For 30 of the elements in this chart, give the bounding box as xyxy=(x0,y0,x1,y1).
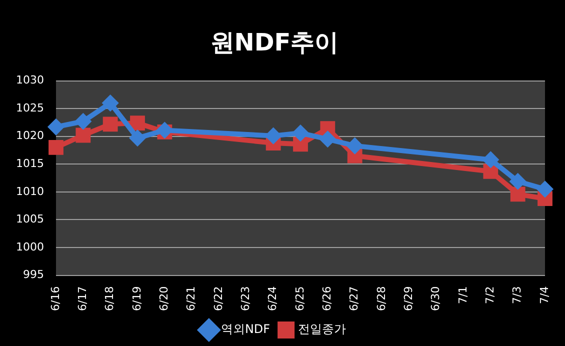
x-tick-label: 6/30 xyxy=(429,286,442,311)
y-tick-label: 1015 xyxy=(16,157,44,170)
x-tick-label: 6/18 xyxy=(103,286,116,311)
legend-label: 역외NDF xyxy=(220,322,270,336)
y-tick-label: 1010 xyxy=(16,184,44,198)
x-tick-label: 6/29 xyxy=(402,286,416,311)
x-tick-label: 6/25 xyxy=(293,286,306,311)
y-tick-label: 995 xyxy=(22,268,44,282)
x-tick-label: 6/23 xyxy=(239,286,252,311)
x-tick-label: 6/26 xyxy=(320,286,334,311)
legend-label: 전일종가 xyxy=(298,322,346,336)
x-tick-label: 7/2 xyxy=(484,286,497,304)
y-tick-label: 1005 xyxy=(16,212,44,226)
x-tick-label: 7/4 xyxy=(538,286,551,304)
x-tick-label: 6/27 xyxy=(348,286,361,311)
y-tick-label: 1030 xyxy=(16,74,44,87)
x-tick-label: 6/28 xyxy=(374,286,388,311)
x-tick-label: 6/17 xyxy=(76,286,90,311)
x-tick-label: 7/1 xyxy=(456,286,470,304)
y-tick-label: 1025 xyxy=(16,101,44,114)
x-tick-label: 7/3 xyxy=(510,286,524,304)
x-tick-label: 6/21 xyxy=(184,286,198,311)
x-tick-label: 6/16 xyxy=(48,286,62,311)
x-tick-label: 6/20 xyxy=(158,286,171,311)
y-tick-label: 1020 xyxy=(16,129,44,142)
x-tick-label: 6/19 xyxy=(130,286,144,311)
chart-title: 원NDF추이 xyxy=(210,28,339,57)
x-tick-label: 6/24 xyxy=(266,286,280,311)
x-tick-label: 6/22 xyxy=(212,286,225,311)
y-tick-label: 1000 xyxy=(16,240,44,254)
